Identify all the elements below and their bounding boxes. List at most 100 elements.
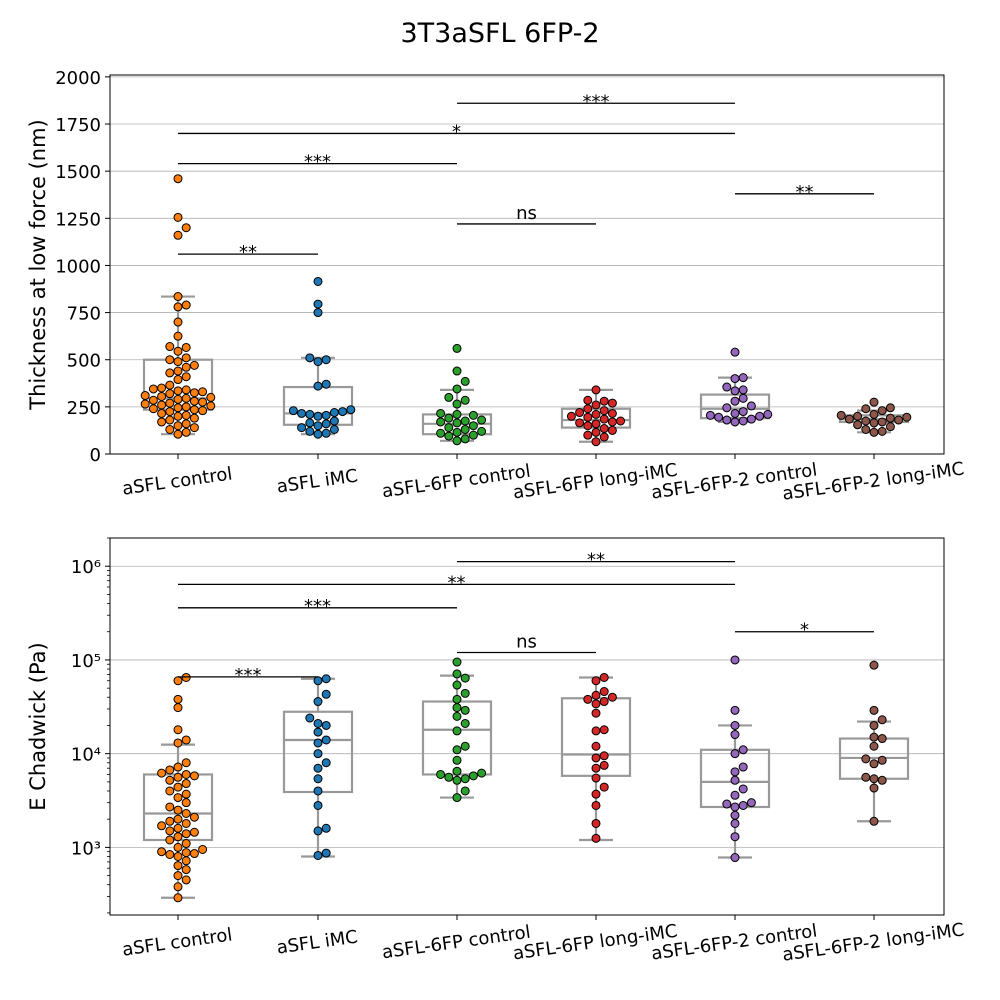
data-point — [189, 388, 199, 398]
data-point — [460, 774, 470, 784]
data-point — [181, 779, 191, 789]
data-point — [165, 765, 175, 775]
data-point — [591, 741, 601, 751]
data-point — [157, 408, 167, 418]
data-point — [321, 379, 331, 389]
data-point — [452, 755, 462, 765]
data-point — [468, 771, 478, 781]
data-point — [869, 741, 879, 751]
data-point — [305, 426, 315, 436]
data-point — [460, 718, 470, 728]
data-point — [738, 385, 748, 395]
data-point — [181, 818, 191, 828]
data-point — [730, 374, 740, 384]
data-point — [140, 399, 150, 409]
data-point — [321, 428, 331, 438]
data-point — [198, 397, 208, 407]
data-point — [477, 426, 487, 436]
data-point — [313, 850, 323, 860]
data-point — [181, 735, 191, 745]
data-point — [452, 657, 462, 667]
data-point — [738, 393, 748, 403]
data-point — [452, 384, 462, 394]
data-point — [305, 713, 315, 723]
data-point — [173, 851, 183, 861]
data-point — [591, 773, 601, 783]
data-point — [313, 800, 323, 810]
data-point — [730, 408, 740, 418]
data-point — [722, 799, 732, 809]
data-point — [198, 387, 208, 397]
data-point — [575, 418, 585, 428]
data-point — [165, 355, 175, 365]
data-point — [173, 302, 183, 312]
data-point — [173, 357, 183, 367]
significance-label: * — [800, 620, 809, 641]
data-point — [738, 762, 748, 772]
plot-frame — [109, 74, 945, 455]
data-point — [165, 835, 175, 845]
data-point — [599, 697, 609, 707]
data-point — [730, 655, 740, 665]
data-point — [173, 793, 183, 803]
data-point — [165, 415, 175, 425]
data-point — [591, 385, 601, 395]
data-point — [877, 715, 887, 725]
data-point — [173, 814, 183, 824]
data-point — [173, 738, 183, 748]
data-point — [607, 425, 617, 435]
x-tick-label: aSFL control — [121, 924, 234, 960]
data-point — [173, 375, 183, 385]
data-point — [173, 725, 183, 735]
data-point — [591, 763, 601, 773]
data-point — [599, 432, 609, 442]
data-point — [165, 398, 175, 408]
data-point — [173, 832, 183, 842]
data-point — [599, 687, 609, 697]
data-point — [329, 424, 339, 434]
data-point — [157, 383, 167, 393]
significance-label: ns — [516, 203, 537, 224]
data-point — [157, 391, 167, 401]
data-point — [452, 703, 462, 713]
data-point — [599, 424, 609, 434]
data-point — [313, 429, 323, 439]
data-point — [836, 410, 846, 420]
data-point — [165, 786, 175, 796]
data-point — [861, 416, 871, 426]
data-point — [591, 690, 601, 700]
data-point — [460, 434, 470, 444]
data-point — [730, 749, 740, 759]
data-point — [181, 427, 191, 437]
y-tick-label: 500 — [67, 351, 101, 372]
data-point — [321, 758, 331, 768]
data-point — [436, 417, 446, 427]
data-point — [755, 411, 765, 421]
data-point — [165, 407, 175, 417]
data-point — [869, 732, 879, 742]
data-point — [189, 423, 199, 433]
data-point — [436, 428, 446, 438]
data-point — [583, 412, 593, 422]
data-point — [173, 772, 183, 782]
data-point — [591, 699, 601, 709]
data-point — [452, 680, 462, 690]
y-axis-label: Thickness at low force (nm) — [26, 119, 50, 410]
data-point — [181, 789, 191, 799]
data-point — [148, 384, 158, 394]
x-tick-label: aSFL-6FP control — [381, 922, 532, 964]
data-point — [198, 406, 208, 416]
data-point — [321, 689, 331, 699]
data-point — [730, 767, 740, 777]
data-point — [730, 730, 740, 740]
data-point — [321, 674, 331, 684]
data-point — [173, 805, 183, 815]
data-point — [738, 416, 748, 426]
data-point — [477, 415, 487, 425]
data-point — [321, 355, 331, 365]
data-point — [575, 408, 585, 418]
data-point — [730, 832, 740, 842]
data-point — [599, 725, 609, 735]
data-point — [181, 798, 191, 808]
significance-label: ** — [239, 242, 257, 263]
